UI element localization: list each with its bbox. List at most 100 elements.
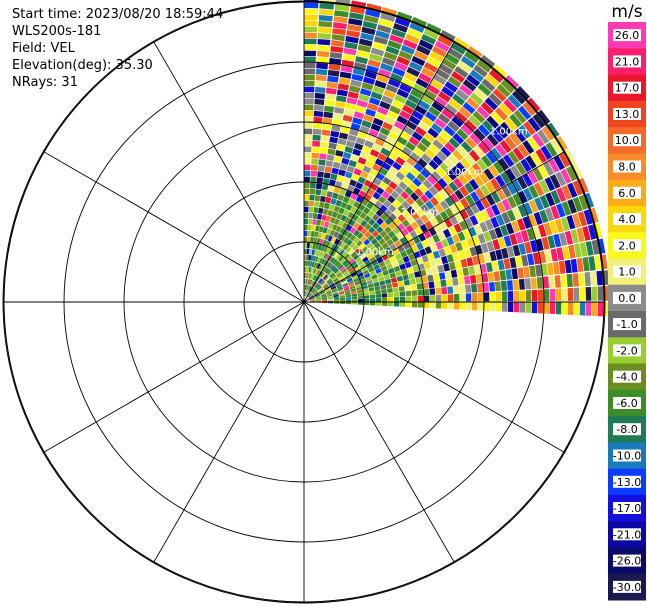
range-gate: [366, 174, 376, 183]
range-gate: [381, 57, 396, 67]
range-gate: [339, 188, 347, 196]
range-gate: [335, 180, 343, 188]
range-gate: [415, 105, 428, 116]
range-gate: [348, 248, 355, 256]
range-gate: [417, 157, 428, 168]
range-gate: [321, 281, 326, 286]
range-gate: [539, 179, 550, 194]
range-gate: [309, 200, 315, 207]
range-gate: [316, 56, 329, 64]
range-gate: [379, 250, 387, 257]
range-gate: [339, 249, 345, 256]
range-gate: [374, 253, 382, 260]
range-gate: [470, 203, 480, 215]
range-gate: [305, 266, 308, 273]
range-gate: [573, 287, 580, 301]
range-gate: [314, 92, 325, 99]
range-gate: [490, 111, 504, 125]
range-gate: [314, 256, 319, 262]
range-gate: [322, 227, 328, 234]
range-gate: [379, 230, 388, 238]
range-gate: [496, 188, 507, 201]
range-gate: [527, 136, 540, 151]
range-gate: [464, 275, 471, 285]
range-gate: [352, 275, 359, 280]
range-gate: [570, 229, 579, 244]
range-gate: [384, 226, 392, 234]
range-gate: [427, 274, 434, 282]
range-gate: [309, 242, 313, 249]
range-gate: [572, 273, 579, 287]
range-gate: [304, 290, 306, 296]
range-gate: [321, 184, 329, 191]
range-gate: [379, 181, 388, 190]
range-gate: [413, 147, 424, 157]
range-gate: [412, 110, 424, 121]
range-gate: [387, 297, 394, 302]
range-gate: [316, 219, 321, 226]
range-gate: [375, 268, 382, 274]
range-gate: [336, 212, 343, 220]
range-gate: [326, 228, 332, 235]
range-gate: [332, 275, 338, 281]
range-gate: [404, 186, 414, 196]
range-gate: [405, 290, 412, 297]
range-gate: [309, 298, 315, 301]
range-gate: [483, 292, 490, 302]
range-gate: [512, 147, 525, 161]
range-gate: [437, 177, 448, 189]
range-gate: [488, 92, 503, 106]
range-gate: [413, 83, 426, 94]
range-gate: [328, 281, 334, 286]
range-gate: [541, 263, 548, 276]
colorbar-tick-label: -26.0: [613, 555, 641, 568]
range-gate: [336, 272, 343, 278]
range-gate: [417, 302, 424, 308]
range-gate: [477, 124, 491, 137]
range-gate: [452, 233, 460, 244]
range-gate: [507, 196, 517, 209]
range-gate: [344, 41, 358, 50]
range-gate: [597, 286, 604, 301]
range-gate: [313, 291, 318, 295]
range-gate: [327, 298, 334, 301]
range-gate: [326, 292, 333, 296]
range-gate: [485, 181, 496, 194]
range-gate: [454, 260, 462, 269]
range-gate: [373, 242, 381, 249]
range-gate: [534, 197, 544, 211]
range-gate: [364, 223, 372, 231]
range-gate: [377, 152, 388, 162]
range-gate: [506, 182, 517, 195]
azimuth-spoke: [303, 301, 455, 563]
range-gate: [465, 293, 472, 302]
range-gate: [462, 267, 470, 276]
range-gate: [517, 143, 530, 158]
range-gate: [369, 270, 377, 276]
range-gate: [555, 302, 562, 315]
range-gate: [465, 194, 475, 206]
range-gate: [319, 238, 324, 245]
range-gate: [361, 26, 376, 36]
range-gate: [483, 302, 490, 311]
range-gate: [549, 302, 556, 315]
range-gate: [333, 205, 340, 213]
range-gate: [304, 188, 310, 195]
range-gate: [416, 44, 431, 56]
range-gate: [328, 63, 341, 71]
range-gate: [501, 211, 511, 224]
range-gate: [567, 302, 574, 315]
range-gate: [424, 164, 435, 175]
range-gate: [501, 291, 508, 302]
range-gate: [387, 288, 393, 293]
range-gate: [446, 254, 454, 263]
range-gate: [507, 291, 514, 302]
colorbar-tick-label: -1.0: [616, 318, 637, 331]
range-gate: [321, 298, 328, 300]
range-gate: [304, 44, 317, 51]
range-gate: [355, 162, 365, 171]
range-gate: [333, 296, 340, 299]
range-gate: [304, 80, 315, 87]
range-gate: [358, 38, 373, 47]
